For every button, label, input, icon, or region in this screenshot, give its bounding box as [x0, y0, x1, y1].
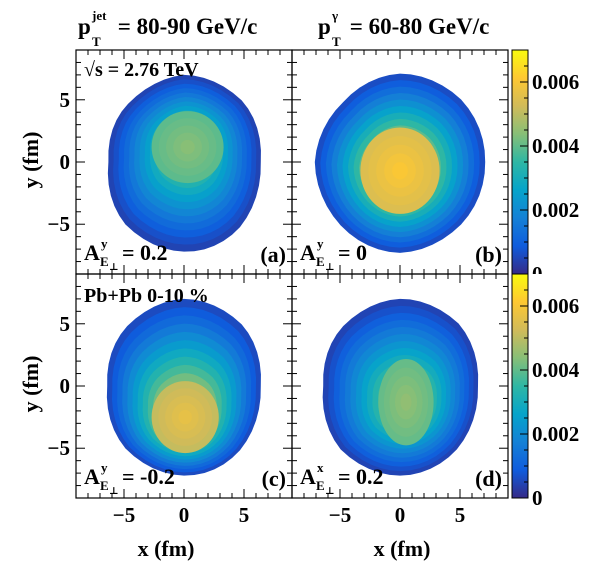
asymmetry-value: = 0.2	[338, 464, 384, 489]
colorbar-tick-label: 0.006	[532, 294, 579, 318]
header-jet-range: = 80-90 GeV/c	[112, 14, 257, 39]
x-axis-title-left: x (fm)	[138, 536, 195, 561]
x-tick-label: 5	[455, 503, 466, 527]
header-photon-sub: T	[332, 34, 341, 49]
column-header-jet: p jet T = 80-90 GeV/c	[78, 8, 257, 49]
x-tick-label: −5	[329, 503, 351, 527]
asymmetry-value: = 0	[338, 240, 367, 265]
x-axis-title-right: x (fm)	[374, 536, 431, 561]
column-header-photon: p γ T = 60-80 GeV/c	[318, 8, 489, 49]
annotations: √s = 2.76 TeV Pb+Pb 0-10 %	[84, 59, 209, 307]
asymmetry-sub-perp: ⊥	[109, 486, 119, 497]
y-tick-label: −5	[48, 436, 70, 460]
colorbar-tick-label: 0.004	[532, 358, 580, 382]
asymmetry-value: = -0.2	[122, 464, 175, 489]
asymmetry-symbol: A	[300, 464, 316, 489]
colorbar-tick-label: 0.006	[532, 70, 579, 94]
y-tick-label: 5	[60, 88, 71, 112]
asymmetry-value: = 0.2	[122, 240, 168, 265]
asymmetry-sub: E	[100, 254, 109, 269]
y-axis-title-top: y (fm)	[18, 132, 43, 189]
asymmetry-symbol: A	[300, 240, 316, 265]
panel-b: (b) A yE ⊥= 0	[291, 49, 509, 275]
colorbar-tick-label: 0.002	[532, 198, 579, 222]
header-jet-sub: T	[92, 34, 101, 49]
header-photon-sup: γ	[331, 8, 338, 23]
panel-c: −5 0 5 −5 0 5 (c) A yE ⊥= -0.2	[48, 273, 293, 527]
collision-label: Pb+Pb 0-10 %	[84, 285, 209, 307]
colorbar-tick-label: 0	[532, 262, 543, 286]
colorbar-tick-label: 0.002	[532, 422, 579, 446]
density-peak	[392, 162, 408, 180]
density-peak	[178, 409, 192, 425]
y-tick-label: 0	[60, 374, 71, 398]
x-tick-label: −5	[113, 503, 135, 527]
asymmetry-sub-perp: ⊥	[109, 262, 119, 273]
header-photon-range: = 60-80 GeV/c	[344, 14, 489, 39]
asymmetry-sub-perp: ⊥	[325, 262, 335, 273]
y-tick-label: 5	[60, 312, 71, 336]
y-tick-label: 0	[60, 150, 71, 174]
asymmetry-sup: y	[101, 236, 108, 251]
colorbar-tick-label: 0.004	[532, 134, 580, 158]
panel-a: −5 0 5 (a) A yE ⊥= 0.2	[48, 49, 293, 275]
panel-d: −5 0 5 (d) A xE ⊥= 0.2	[291, 273, 509, 527]
asymmetry-sup: y	[101, 460, 108, 475]
colorbar-top: 0 0.002 0.004 0.006	[511, 49, 580, 286]
asymmetry-sub: E	[316, 478, 325, 493]
colorbar-tick-label: 0	[532, 486, 543, 510]
panel-tag: (c)	[262, 466, 286, 491]
density-peak	[400, 393, 412, 411]
asymmetry-sup: y	[317, 236, 324, 251]
asymmetry-sub: E	[316, 254, 325, 269]
energy-label: √s = 2.76 TeV	[84, 59, 199, 81]
header-photon-base: p	[318, 14, 331, 39]
asymmetry-sub: E	[100, 478, 109, 493]
asymmetry-sub-perp: ⊥	[325, 486, 335, 497]
svg-text:p: p	[318, 14, 331, 39]
panel-tag: (a)	[260, 242, 286, 267]
asymmetry-sup: x	[317, 460, 324, 475]
asymmetry-symbol: A	[84, 464, 100, 489]
y-axis-title-bottom: y (fm)	[18, 356, 43, 413]
x-tick-label: 0	[395, 503, 406, 527]
y-tick-label: −5	[48, 212, 70, 236]
colorbar-bottom: 0 0.002 0.004 0.006	[511, 273, 580, 510]
asymmetry-symbol: A	[84, 240, 100, 265]
panel-tag: (b)	[475, 242, 502, 267]
x-tick-label: 0	[179, 503, 190, 527]
density-peak	[180, 139, 195, 155]
header-jet-base: p	[78, 14, 91, 39]
x-tick-label: 5	[239, 503, 250, 527]
panel-tag: (d)	[475, 466, 502, 491]
svg-text:p: p	[78, 14, 91, 39]
header-jet-sup: jet	[91, 8, 107, 23]
